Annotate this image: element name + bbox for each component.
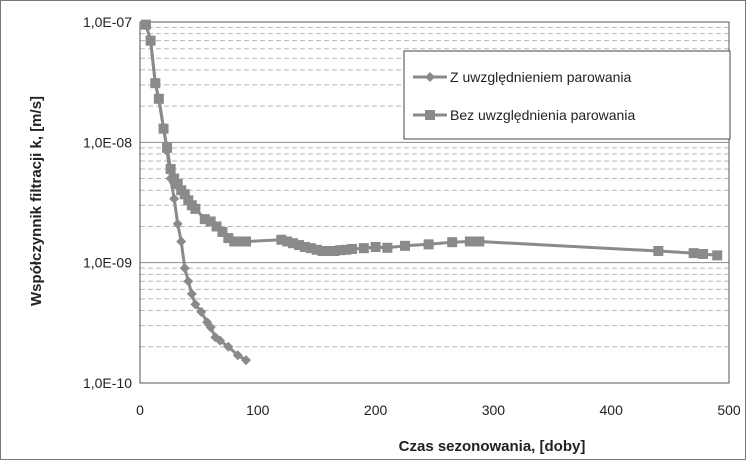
data-point <box>162 142 173 153</box>
legend-box <box>403 50 731 140</box>
data-point <box>172 218 183 229</box>
data-point <box>282 236 293 247</box>
data-point <box>190 203 201 214</box>
data-point <box>464 236 475 247</box>
data-point <box>358 243 369 254</box>
data-point <box>183 276 194 287</box>
data-point <box>299 241 310 252</box>
data-point <box>153 93 164 104</box>
data-point <box>335 245 346 256</box>
y-tick-label: 1,0E-09 <box>83 255 132 271</box>
x-tick-label: 500 <box>717 402 741 418</box>
legend-label-series-1: Z uwzględnieniem parowania <box>450 69 632 85</box>
data-point <box>241 236 252 247</box>
data-point <box>176 236 187 247</box>
data-point <box>179 263 190 274</box>
data-point <box>150 78 161 89</box>
data-point <box>223 341 234 352</box>
data-point <box>235 236 246 247</box>
data-point <box>241 355 252 366</box>
y-tick-label: 1,0E-08 <box>83 134 132 150</box>
data-point <box>223 233 234 244</box>
data-point <box>196 306 207 317</box>
data-point <box>190 299 201 310</box>
data-point <box>698 249 709 260</box>
data-point <box>288 238 299 249</box>
data-point <box>179 189 190 200</box>
data-point <box>382 242 393 253</box>
legend-marker-series-1 <box>425 72 435 82</box>
data-point <box>165 164 176 175</box>
data-point <box>317 246 328 257</box>
data-point <box>169 193 180 204</box>
data-point <box>232 350 243 361</box>
data-point <box>276 234 287 245</box>
y-tick-label: 1,0E-10 <box>83 375 132 391</box>
data-point <box>400 240 411 251</box>
data-point <box>423 239 434 250</box>
x-axis-title: Czas sezonowania, [doby] <box>399 438 586 455</box>
x-tick-label: 200 <box>364 402 388 418</box>
data-point <box>172 179 183 190</box>
data-point <box>217 226 228 237</box>
tick-labels: 0 100 200 300 400 500 1,0E-10 1,0E-09 1,0E-08 1,0… <box>83 14 741 418</box>
x-tick-label: 100 <box>246 402 270 418</box>
data-point <box>712 250 723 261</box>
data-point <box>311 244 322 255</box>
x-tick-label: 300 <box>482 402 506 418</box>
data-point <box>205 322 216 333</box>
series-1 <box>140 19 252 366</box>
series-2 <box>140 19 723 261</box>
series-layer <box>140 19 723 366</box>
data-point <box>347 243 358 254</box>
data-point <box>370 241 381 252</box>
data-point <box>199 214 210 225</box>
series-line <box>144 24 247 362</box>
data-point <box>305 243 316 254</box>
data-point <box>329 246 340 257</box>
data-point <box>294 240 305 251</box>
x-tick-label: 400 <box>600 402 624 418</box>
data-point <box>341 244 352 255</box>
y-axis-title: Współczynnik filtracji k, [m/s] <box>28 96 45 306</box>
data-point <box>447 237 458 248</box>
data-point <box>145 35 156 46</box>
legend-label-series-2: Bez uwzględnienia parowania <box>450 107 635 123</box>
data-point <box>158 123 169 134</box>
legend-marker-series-2 <box>425 110 435 120</box>
data-point <box>186 288 197 299</box>
data-point <box>474 236 485 247</box>
legend: Z uwzględnieniem parowania Bez uwzględni… <box>403 50 731 140</box>
data-point <box>688 248 699 259</box>
plot-area-border <box>139 21 730 384</box>
x-tick-label: 0 <box>136 402 144 418</box>
y-tick-label: 1,0E-07 <box>83 14 132 30</box>
data-point <box>229 236 240 247</box>
data-point <box>211 221 222 232</box>
data-point <box>140 19 151 30</box>
data-point <box>205 216 216 227</box>
data-point <box>169 173 180 184</box>
data-point <box>323 246 334 257</box>
data-point <box>215 335 226 346</box>
data-point <box>653 246 664 257</box>
